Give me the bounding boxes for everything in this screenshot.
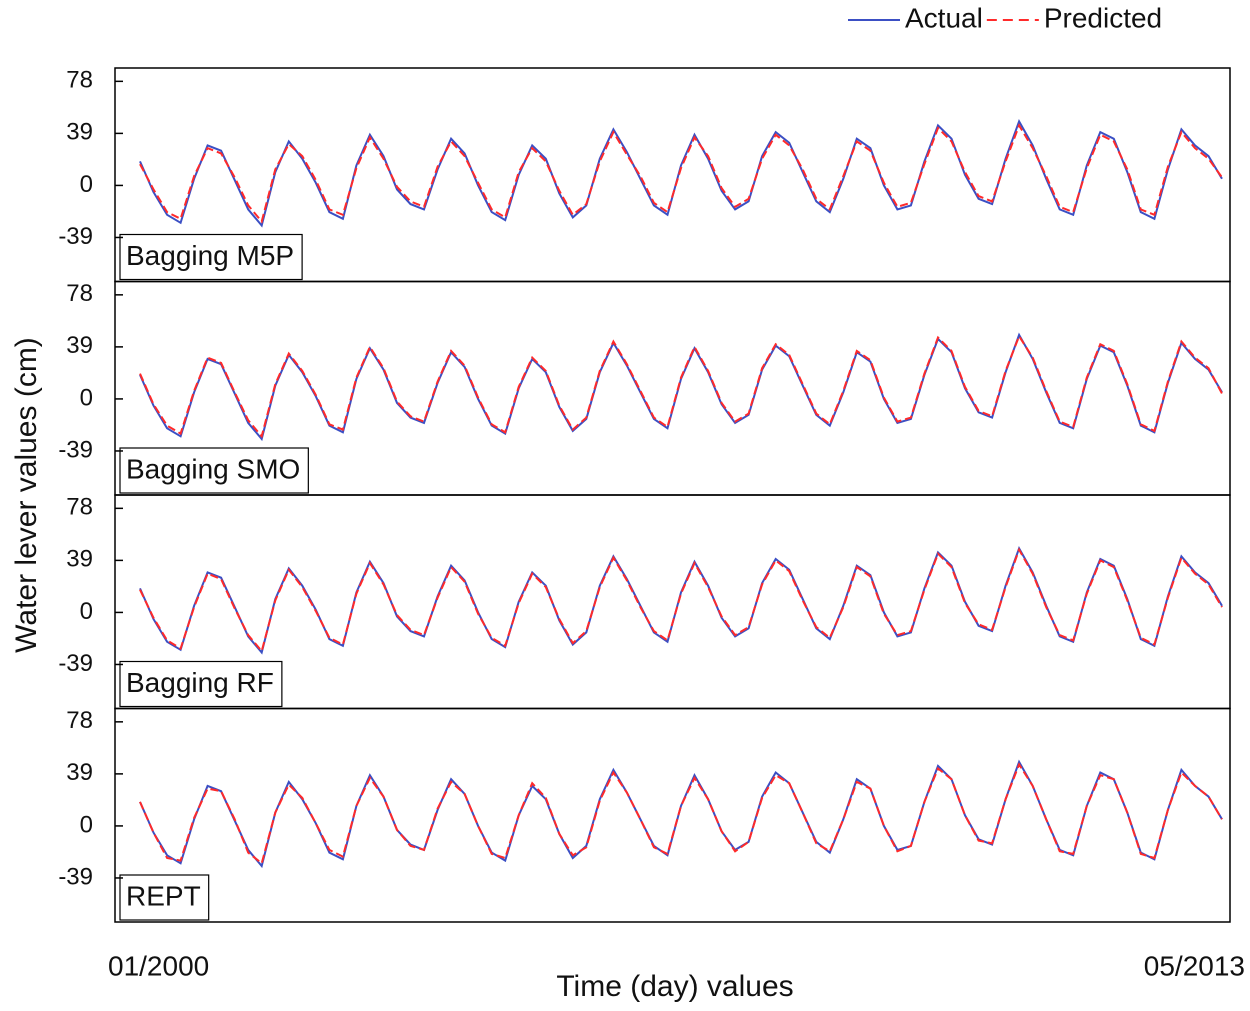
panel-label-box [119,660,283,708]
y-tick-label: -39 [58,863,93,890]
panel-label: Bagging SMO [126,453,300,484]
series-line [139,762,1223,866]
panel-label-box [119,874,210,921]
panel-label-box [119,447,309,494]
y-tick-label: 0 [80,811,93,838]
series-line [139,547,1223,654]
panel-frame [114,707,1231,923]
y-tick-label: -39 [58,223,93,250]
series-line [139,332,1223,442]
y-tick-label: 0 [80,598,93,625]
y-tick-label: 39 [66,332,93,359]
series-line [139,123,1223,224]
y-tick-label: -39 [58,436,93,463]
x-axis-title: Time (day) values [556,970,793,1003]
series-line [139,119,1223,228]
y-tick-label: 39 [66,119,93,146]
panel-label-box [119,233,303,281]
y-tick-label: 78 [66,67,93,94]
series-line [139,333,1223,439]
y-tick-label: 78 [66,280,93,307]
x-tick-label: 01/2000 [108,950,209,981]
y-tick-label: 39 [66,546,93,573]
panel-label: REPT [126,880,201,911]
y-tick-label: 78 [66,494,93,521]
y-axis-title: Water lever values (cm) [10,337,43,653]
panel-label: Bagging M5P [126,240,294,271]
panel-label: Bagging RF [126,667,274,698]
legend-label: Predicted [1044,2,1162,33]
y-tick-label: 78 [66,707,93,734]
series-line [139,546,1223,655]
legend-label: Actual [905,2,983,33]
y-tick-label: 0 [80,171,93,198]
y-tick-label: -39 [58,650,93,677]
x-tick-label: 05/2013 [1144,950,1245,981]
y-tick-label: 39 [66,759,93,786]
y-tick-label: 0 [80,384,93,411]
